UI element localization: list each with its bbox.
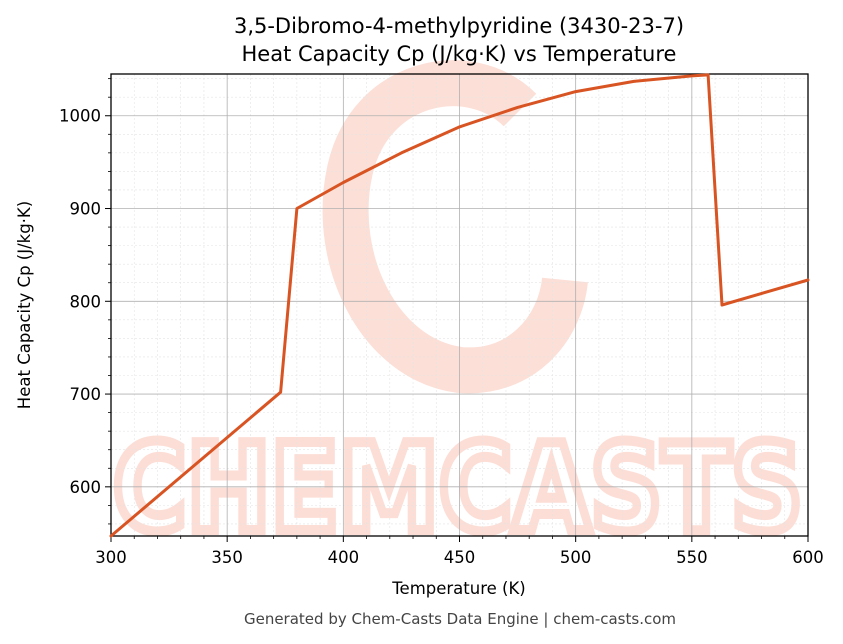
chemcasts-watermark: CHEMCASTS xyxy=(108,60,808,564)
y-tick-label: 1000 xyxy=(59,107,101,126)
x-axis-ticks: 300 350 400 450 500 550 600 xyxy=(95,536,824,567)
x-tick-label: 550 xyxy=(676,548,708,567)
y-axis-label: Heat Capacity Cp (J/kg·K) xyxy=(15,201,34,409)
footer-credit: Generated by Chem-Casts Data Engine | ch… xyxy=(244,610,676,628)
chart-subtitle: Heat Capacity Cp (J/kg·K) vs Temperature xyxy=(242,42,677,66)
x-tick-label: 350 xyxy=(211,548,243,567)
x-tick-label: 600 xyxy=(792,548,824,567)
chart-title: 3,5-Dibromo-4-methylpyridine (3430-23-7) xyxy=(234,14,684,38)
series-layer xyxy=(109,73,810,538)
y-tick-label: 700 xyxy=(70,385,102,404)
y-tick-label: 800 xyxy=(70,292,102,311)
watermark-logo-arc xyxy=(322,60,588,394)
cp-series-line xyxy=(109,73,810,538)
x-tick-label: 500 xyxy=(560,548,592,567)
x-axis-label: Temperature (K) xyxy=(391,579,525,598)
x-tick-label: 300 xyxy=(95,548,127,567)
watermark-text: CHEMCASTS xyxy=(113,420,803,559)
y-axis-ticks: 600 700 800 900 1000 xyxy=(59,78,111,525)
x-tick-label: 400 xyxy=(328,548,360,567)
x-tick-label: 450 xyxy=(444,548,476,567)
y-tick-label: 900 xyxy=(70,200,102,219)
y-tick-label: 600 xyxy=(70,478,102,497)
